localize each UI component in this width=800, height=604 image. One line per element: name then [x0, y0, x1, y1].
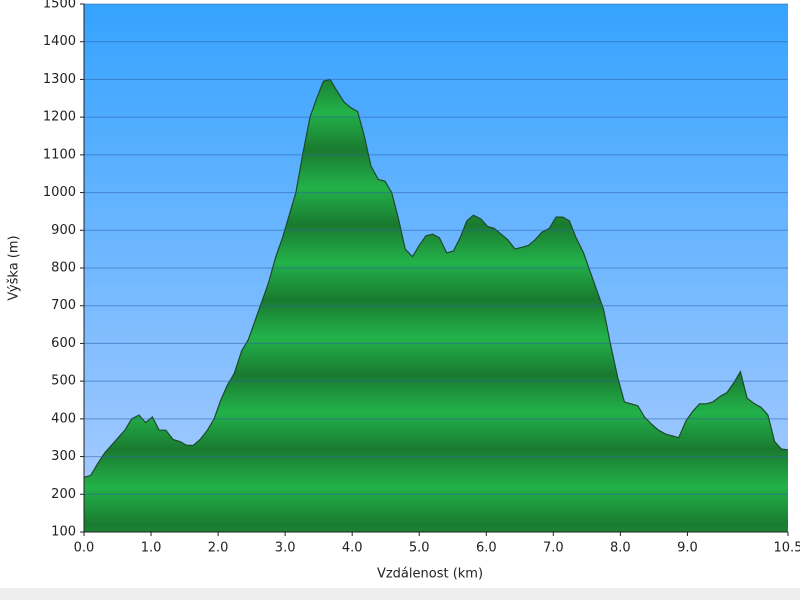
y-tick-label: 200	[51, 487, 76, 502]
x-tick-label: 0.0	[74, 541, 95, 556]
y-tick-label: 1400	[43, 34, 76, 49]
y-tick-label: 100	[51, 525, 76, 540]
x-tick-label: 10.5	[774, 541, 800, 556]
x-tick-label: 6.0	[476, 541, 497, 556]
x-tick-label: 8.0	[610, 541, 631, 556]
y-tick-label: 1200	[43, 110, 76, 125]
y-tick-label: 700	[51, 298, 76, 313]
y-tick-label: 800	[51, 261, 76, 276]
y-tick-label: 1300	[43, 72, 76, 87]
x-tick-label: 9.0	[677, 541, 698, 556]
y-tick-label: 500	[51, 374, 76, 389]
y-tick-label: 600	[51, 336, 76, 351]
x-tick-label: 7.0	[543, 541, 564, 556]
bottom-strip	[0, 588, 800, 600]
y-tick-label: 1100	[43, 147, 76, 162]
x-tick-label: 2.0	[208, 541, 229, 556]
x-tick-label: 3.0	[275, 541, 296, 556]
y-tick-label: 300	[51, 449, 76, 464]
y-tick-label: 1000	[43, 185, 76, 200]
x-tick-label: 4.0	[342, 541, 363, 556]
x-tick-label: 1.0	[141, 541, 162, 556]
x-tick-label: 5.0	[409, 541, 430, 556]
y-tick-label: 1500	[43, 0, 76, 12]
y-tick-label: 400	[51, 411, 76, 426]
x-axis-label: Vzdálenost (km)	[377, 567, 483, 582]
elevation-outline	[83, 78, 789, 478]
y-tick-label: 900	[51, 223, 76, 238]
y-axis-label: Výška (m)	[7, 235, 22, 300]
